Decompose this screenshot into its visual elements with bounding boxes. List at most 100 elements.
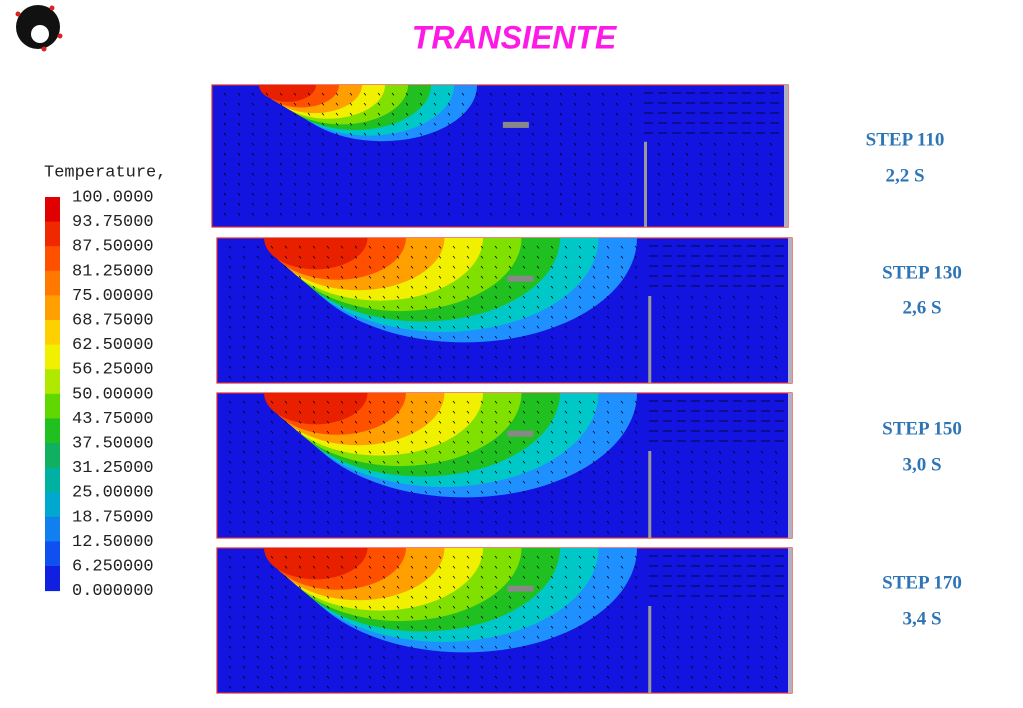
- velocity-vector: [732, 520, 736, 524]
- velocity-vector: [690, 510, 694, 514]
- velocity-vector: [615, 122, 619, 126]
- velocity-vector: [438, 555, 442, 559]
- velocity-vector: [368, 615, 372, 619]
- velocity-vector: [410, 245, 414, 249]
- velocity-vector: [340, 605, 344, 609]
- velocity-vector: [536, 430, 540, 434]
- velocity-vector: [760, 675, 764, 679]
- velocity-vector: [676, 490, 680, 494]
- velocity-vector: [312, 365, 316, 369]
- velocity-vector: [508, 315, 512, 319]
- velocity-vector: [746, 635, 750, 639]
- velocity-vector: [349, 122, 353, 126]
- velocity-vector: [592, 450, 596, 454]
- velocity-vector: [354, 365, 358, 369]
- velocity-vector: [368, 355, 372, 359]
- velocity-vector: [592, 420, 596, 424]
- velocity-vector: [587, 112, 591, 116]
- velocity-vector: [298, 635, 302, 639]
- velocity-vector: [452, 685, 456, 689]
- velocity-vector: [564, 345, 568, 349]
- velocity-vector: [284, 450, 288, 454]
- velocity-vector: [713, 202, 717, 206]
- velocity-vector: [746, 520, 750, 524]
- velocity-vector: [410, 295, 414, 299]
- velocity-vector: [564, 335, 568, 339]
- velocity-vector: [424, 420, 428, 424]
- velocity-vector: [494, 585, 498, 589]
- velocity-vector: [256, 510, 260, 514]
- velocity-vector: [522, 595, 526, 599]
- velocity-vector: [662, 655, 666, 659]
- velocity-vector: [354, 480, 358, 484]
- velocity-vector: [587, 202, 591, 206]
- velocity-vector: [326, 255, 330, 259]
- velocity-vector: [382, 460, 386, 464]
- velocity-vector: [760, 335, 764, 339]
- velocity-vector: [550, 625, 554, 629]
- velocity-vector: [382, 275, 386, 279]
- velocity-vector: [242, 645, 246, 649]
- velocity-vector: [298, 440, 302, 444]
- velocity-vector: [405, 152, 409, 156]
- velocity-vector: [606, 565, 610, 569]
- velocity-vector: [326, 565, 330, 569]
- legend-level: 18.75000: [72, 508, 154, 527]
- velocity-vector: [690, 665, 694, 669]
- velocity-vector: [732, 480, 736, 484]
- velocity-vector: [480, 675, 484, 679]
- velocity-vector: [517, 202, 521, 206]
- velocity-vector: [466, 625, 470, 629]
- velocity-vector: [452, 645, 456, 649]
- velocity-vector: [620, 420, 624, 424]
- velocity-vector: [256, 365, 260, 369]
- velocity-vector: [405, 212, 409, 216]
- velocity-vector: [578, 295, 582, 299]
- velocity-vector: [382, 410, 386, 414]
- velocity-vector: [550, 430, 554, 434]
- velocity-vector: [256, 585, 260, 589]
- velocity-vector: [620, 595, 624, 599]
- velocity-vector: [223, 162, 227, 166]
- velocity-vector: [620, 315, 624, 319]
- velocity-vector: [550, 555, 554, 559]
- velocity-vector: [228, 305, 232, 309]
- velocity-vector: [270, 375, 274, 379]
- velocity-vector: [755, 142, 759, 146]
- velocity-vector: [662, 375, 666, 379]
- velocity-vector: [326, 555, 330, 559]
- velocity-vector: [559, 102, 563, 106]
- velocity-vector: [704, 315, 708, 319]
- velocity-vector: [242, 325, 246, 329]
- velocity-vector: [662, 295, 666, 299]
- velocity-vector: [270, 585, 274, 589]
- velocity-vector: [438, 595, 442, 599]
- velocity-vector: [536, 575, 540, 579]
- velocity-vector: [223, 102, 227, 106]
- velocity-vector: [298, 565, 302, 569]
- velocity-vector: [480, 305, 484, 309]
- velocity-vector: [396, 245, 400, 249]
- velocity-vector: [326, 450, 330, 454]
- velocity-vector: [447, 172, 451, 176]
- velocity-vector: [396, 430, 400, 434]
- velocity-vector: [573, 92, 577, 96]
- velocity-vector: [522, 480, 526, 484]
- velocity-vector: [424, 375, 428, 379]
- velocity-vector: [452, 595, 456, 599]
- velocity-vector: [727, 192, 731, 196]
- velocity-vector: [228, 245, 232, 249]
- step-label: STEP 130: [882, 262, 962, 283]
- velocity-vector: [774, 375, 778, 379]
- velocity-vector: [508, 675, 512, 679]
- velocity-vector: [256, 315, 260, 319]
- velocity-vector: [592, 490, 596, 494]
- velocity-vector: [615, 142, 619, 146]
- velocity-vector: [480, 420, 484, 424]
- velocity-vector: [620, 355, 624, 359]
- velocity-vector: [419, 102, 423, 106]
- velocity-vector: [307, 172, 311, 176]
- velocity-vector: [461, 122, 465, 126]
- velocity-vector: [242, 345, 246, 349]
